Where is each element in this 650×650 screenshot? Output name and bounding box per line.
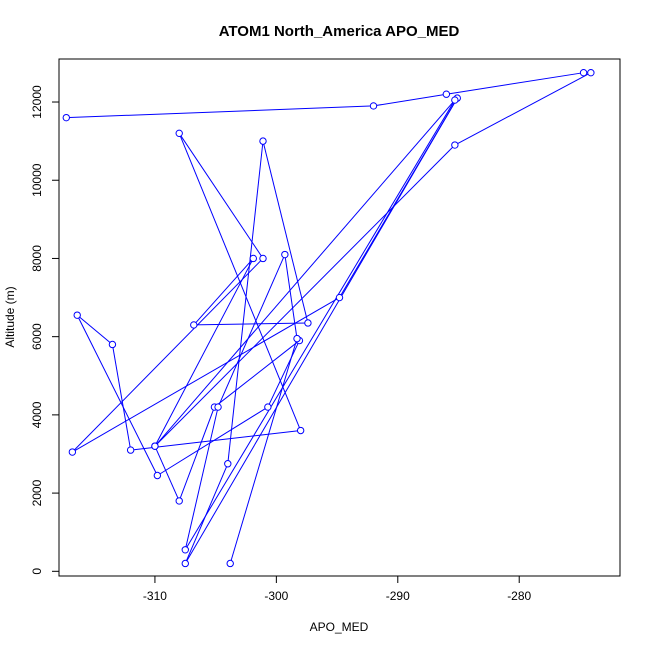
- y-tick-label: 12000: [30, 85, 44, 119]
- data-point: [175, 129, 183, 138]
- series-points: [62, 68, 595, 568]
- data-point: [259, 137, 267, 145]
- y-tick-label: 6000: [30, 323, 44, 350]
- y-tick-label: 0: [30, 568, 44, 575]
- series-segment: [373, 93, 447, 107]
- series-segment: [229, 338, 298, 564]
- data-point: [175, 497, 183, 505]
- series-segment: [111, 344, 132, 451]
- series-segment: [217, 254, 286, 408]
- data-point: [62, 113, 70, 122]
- series-segment: [154, 144, 456, 447]
- y-tick-label: 2000: [30, 479, 44, 506]
- data-point: [151, 442, 159, 450]
- y-tick-label: 8000: [30, 245, 44, 272]
- series-segment: [76, 314, 158, 476]
- data-point: [126, 446, 135, 454]
- data-point: [249, 254, 257, 263]
- y-tick-label: 10000: [30, 163, 44, 197]
- series-segment: [267, 340, 300, 408]
- data-point: [587, 68, 595, 77]
- y-axis: 0 2000 4000 6000 8000 10000 12000: [30, 85, 60, 575]
- x-tick-label: -300: [264, 589, 288, 603]
- series-segment: [154, 258, 254, 447]
- series-segment: [227, 141, 264, 464]
- series-segment: [193, 258, 254, 326]
- series-segment: [184, 406, 219, 550]
- series-segment: [214, 340, 300, 408]
- series-segment: [72, 258, 264, 453]
- data-point: [335, 293, 344, 302]
- series-segment: [262, 141, 309, 324]
- data-point: [296, 426, 305, 435]
- series-segment: [66, 105, 374, 119]
- data-point: [190, 321, 198, 329]
- series-segment: [184, 99, 456, 551]
- series-segment: [157, 406, 269, 476]
- series-segment: [178, 133, 264, 259]
- data-point: [281, 250, 289, 259]
- series-segment: [130, 430, 301, 451]
- data-point: [153, 471, 162, 480]
- data-point: [68, 448, 77, 456]
- data-point: [224, 460, 232, 468]
- data-point: [73, 311, 81, 319]
- x-tick-label: -310: [143, 589, 167, 603]
- data-point: [108, 340, 117, 349]
- y-tick-label: 4000: [30, 401, 44, 428]
- data-point: [259, 254, 267, 263]
- series-lines: [66, 72, 592, 564]
- data-point: [451, 96, 459, 104]
- data-point: [264, 403, 272, 411]
- x-tick-label: -280: [507, 589, 531, 603]
- x-axis: -310 -300 -290 -280: [143, 575, 532, 603]
- data-point: [579, 68, 588, 77]
- series-segment: [446, 72, 584, 95]
- data-point: [369, 102, 378, 110]
- series-segment: [154, 99, 456, 447]
- series-segment: [193, 322, 308, 326]
- data-point: [226, 559, 234, 568]
- series-segment: [454, 72, 592, 146]
- series-segment: [154, 445, 180, 502]
- x-axis-label: APO_MED: [310, 620, 369, 634]
- data-point: [181, 546, 189, 554]
- series-segment: [284, 254, 298, 339]
- x-tick-label: -290: [386, 589, 410, 603]
- data-point: [451, 141, 459, 149]
- chart-title: ATOM1 North_America APO_MED: [219, 23, 460, 40]
- series-segment: [76, 314, 113, 345]
- plot-frame: [58, 58, 621, 577]
- data-point: [181, 559, 189, 568]
- data-point: [304, 319, 312, 327]
- series-segment: [178, 406, 215, 502]
- series-segment: [184, 97, 458, 564]
- y-axis-label: Altitude (m): [3, 286, 17, 347]
- data-point: [293, 334, 301, 343]
- data-point: [214, 403, 222, 411]
- data-point: [442, 90, 451, 98]
